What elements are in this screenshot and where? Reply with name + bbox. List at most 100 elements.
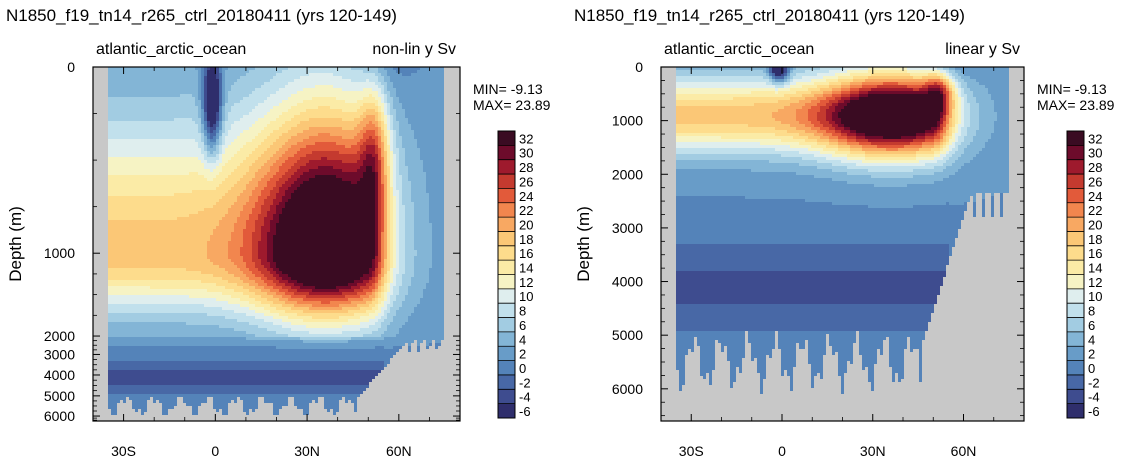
field-cell — [204, 85, 207, 88]
field-cell — [360, 307, 372, 310]
field-cell — [901, 136, 916, 139]
field-cell — [390, 109, 396, 112]
field-cell — [240, 148, 255, 151]
field-cell — [357, 151, 363, 154]
field-cell — [249, 112, 267, 115]
field-cell — [336, 97, 363, 100]
field-cell — [859, 94, 868, 97]
field-cell — [847, 136, 856, 139]
field-cell — [676, 187, 1009, 190]
field-cell — [282, 304, 294, 307]
field-cell — [273, 106, 291, 109]
field-cell — [778, 100, 799, 103]
field-cell — [772, 79, 775, 82]
field-cell — [396, 157, 399, 160]
y-tick-label: 2000 — [612, 166, 643, 182]
field-cell — [850, 151, 865, 154]
field-cell — [288, 199, 375, 202]
field-cell — [784, 76, 787, 79]
field-cell — [216, 130, 219, 133]
field-cell — [219, 118, 222, 121]
field-cell — [387, 175, 390, 178]
field-cell — [393, 103, 402, 106]
field-cell — [207, 91, 219, 94]
field-cell — [384, 178, 387, 181]
field-cell — [907, 70, 940, 73]
field-cell — [408, 121, 444, 124]
field-cell — [781, 349, 796, 352]
field-cell — [823, 124, 832, 127]
field-cell — [387, 214, 390, 217]
field-cell — [997, 115, 1009, 118]
field-cell — [676, 145, 790, 148]
field-cell — [402, 196, 411, 199]
field-cell — [108, 370, 381, 373]
field-cell — [222, 70, 225, 73]
field-cell — [261, 130, 273, 133]
field-cell — [946, 106, 949, 109]
field-cell — [264, 307, 276, 310]
field-cell — [375, 160, 378, 163]
field-cell — [249, 169, 258, 172]
field-cell — [345, 400, 348, 403]
field-cell — [841, 388, 844, 391]
field-cell — [393, 205, 396, 208]
field-cell — [303, 139, 360, 142]
field-cell — [381, 91, 384, 94]
field-cell — [267, 238, 273, 241]
field-cell — [255, 187, 264, 190]
field-cell — [108, 301, 228, 304]
field-cell — [796, 67, 820, 70]
field-cell — [201, 148, 204, 151]
field-cell — [354, 409, 357, 412]
field-cell — [378, 193, 381, 196]
field-cell — [222, 82, 225, 85]
field-cell — [108, 208, 204, 211]
field-cell — [393, 211, 396, 214]
field-cell — [676, 85, 775, 88]
field-cell — [961, 112, 964, 115]
field-cell — [195, 139, 201, 142]
field-cell — [285, 85, 315, 88]
field-cell — [961, 130, 967, 133]
field-cell — [264, 175, 273, 178]
field-cell — [177, 217, 222, 220]
field-cell — [300, 157, 321, 160]
field-cell — [949, 250, 952, 253]
field-cell — [384, 208, 387, 211]
field-cell — [273, 199, 282, 202]
field-cell — [381, 277, 384, 280]
field-cell — [958, 88, 961, 91]
field-cell — [300, 184, 375, 187]
field-cell — [375, 295, 378, 298]
field-cell — [381, 268, 384, 271]
field-cell — [264, 319, 282, 322]
field-cell — [778, 343, 796, 346]
field-cell — [946, 115, 949, 118]
field-cell — [393, 319, 408, 322]
field-cell — [264, 220, 270, 223]
field-cell — [964, 136, 973, 139]
field-cell — [381, 169, 384, 172]
field-cell — [384, 142, 387, 145]
field-cell — [949, 115, 952, 118]
field-cell — [210, 259, 231, 262]
field-cell — [832, 94, 841, 97]
field-cell — [108, 115, 198, 118]
field-cell — [892, 376, 895, 379]
field-cell — [429, 193, 444, 196]
field-cell — [384, 193, 387, 196]
field-cell — [108, 112, 198, 115]
field-cell — [204, 154, 207, 157]
field-cell — [396, 163, 399, 166]
field-cell — [219, 106, 222, 109]
field-cell — [108, 361, 384, 364]
field-cell — [219, 70, 222, 73]
field-cell — [393, 253, 396, 256]
field-cell — [973, 94, 991, 97]
field-cell — [381, 274, 384, 277]
field-cell — [258, 268, 267, 271]
field-cell — [387, 265, 390, 268]
field-cell — [270, 271, 276, 274]
field-cell — [360, 148, 366, 151]
